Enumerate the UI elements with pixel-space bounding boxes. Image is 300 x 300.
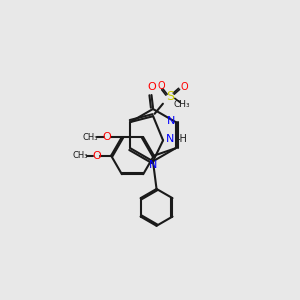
Text: CH₃: CH₃ [72, 151, 88, 160]
Text: O: O [147, 82, 156, 92]
Text: N: N [165, 134, 174, 144]
Text: O: O [181, 82, 188, 92]
Text: CH₃: CH₃ [83, 133, 98, 142]
Text: -H: -H [176, 134, 187, 144]
Text: O: O [92, 151, 100, 160]
Text: N: N [167, 116, 176, 126]
Text: S: S [166, 90, 174, 104]
Text: CH₃: CH₃ [174, 100, 190, 109]
Text: N: N [149, 160, 157, 170]
Text: O: O [103, 132, 111, 142]
Text: O: O [157, 81, 165, 91]
